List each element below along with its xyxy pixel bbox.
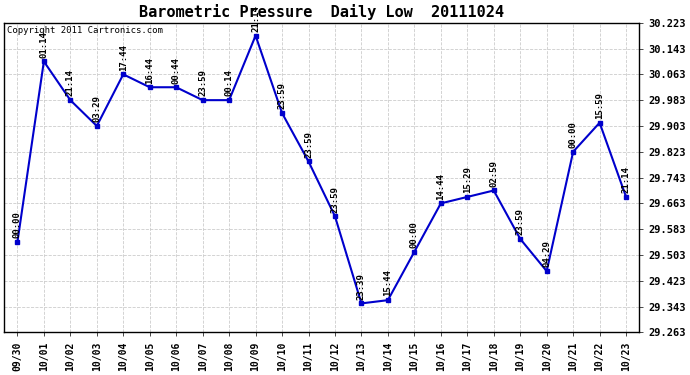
Text: 15:29: 15:29 bbox=[463, 166, 472, 193]
Text: 15:59: 15:59 bbox=[595, 92, 604, 119]
Text: 16:44: 16:44 bbox=[145, 57, 155, 84]
Text: 21:14: 21:14 bbox=[622, 166, 631, 193]
Text: 15:44: 15:44 bbox=[384, 270, 393, 297]
Text: 23:59: 23:59 bbox=[331, 186, 339, 213]
Text: 23:59: 23:59 bbox=[198, 69, 207, 96]
Text: 23:59: 23:59 bbox=[277, 82, 286, 110]
Text: 21:14: 21:14 bbox=[251, 5, 260, 32]
Text: 02:59: 02:59 bbox=[489, 160, 498, 187]
Text: 01:14: 01:14 bbox=[39, 31, 48, 58]
Text: 21:14: 21:14 bbox=[66, 69, 75, 96]
Text: 03:29: 03:29 bbox=[92, 95, 101, 122]
Text: 17:44: 17:44 bbox=[119, 44, 128, 70]
Title: Barometric Pressure  Daily Low  20111024: Barometric Pressure Daily Low 20111024 bbox=[139, 4, 504, 20]
Text: Copyright 2011 Cartronics.com: Copyright 2011 Cartronics.com bbox=[8, 26, 164, 35]
Text: 00:44: 00:44 bbox=[172, 57, 181, 84]
Text: 23:59: 23:59 bbox=[515, 208, 524, 235]
Text: 00:14: 00:14 bbox=[225, 69, 234, 96]
Text: 14:44: 14:44 bbox=[436, 173, 445, 200]
Text: 04:29: 04:29 bbox=[542, 240, 551, 267]
Text: 00:00: 00:00 bbox=[410, 221, 419, 248]
Text: 00:00: 00:00 bbox=[13, 211, 22, 238]
Text: 23:39: 23:39 bbox=[357, 273, 366, 300]
Text: 00:00: 00:00 bbox=[569, 121, 578, 148]
Text: 23:59: 23:59 bbox=[304, 131, 313, 158]
